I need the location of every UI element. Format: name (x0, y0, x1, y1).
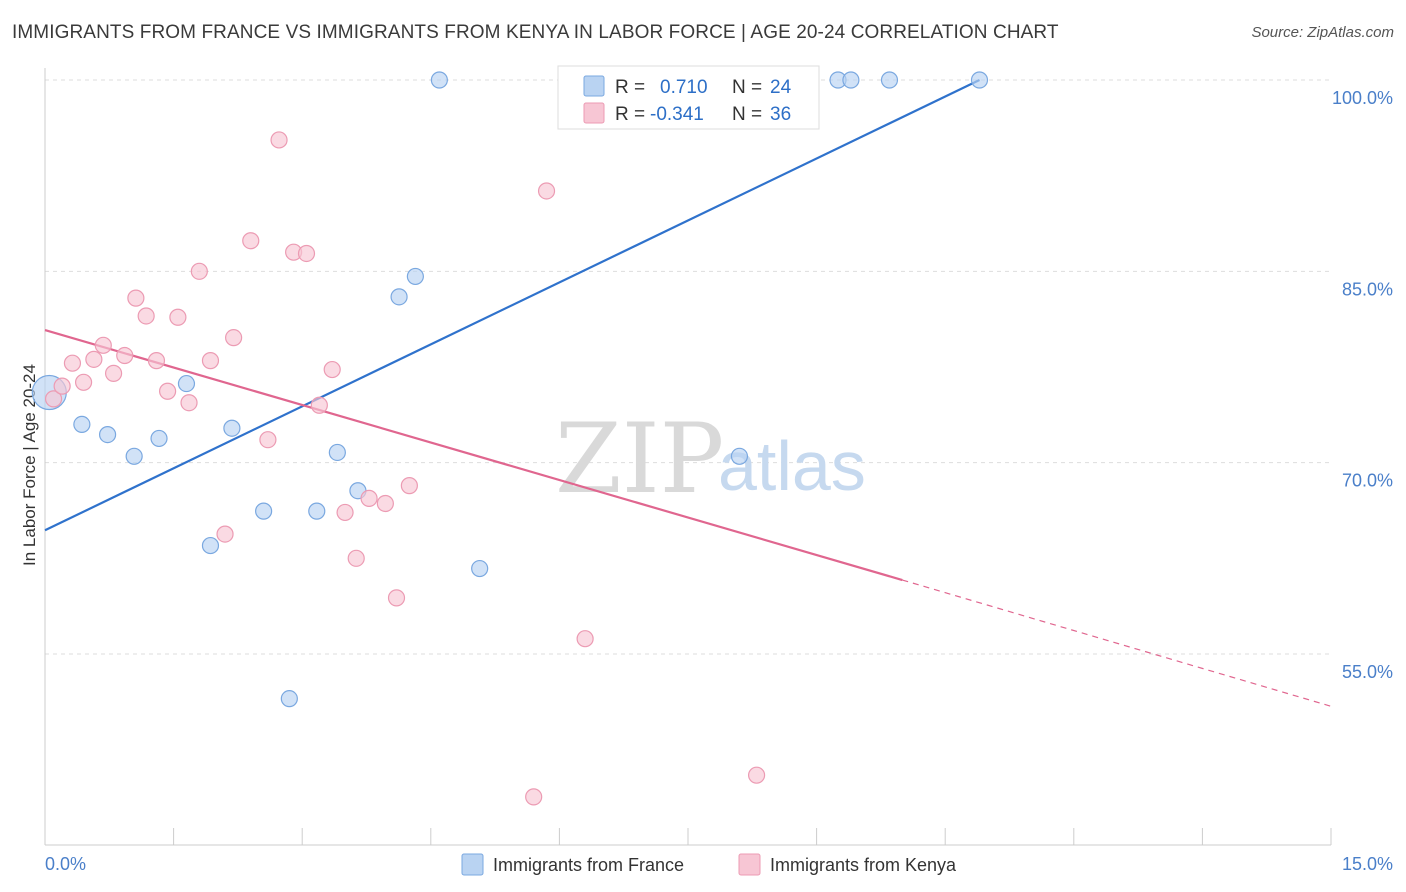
france-point (328, 443, 346, 462)
kenya-point (400, 477, 418, 495)
legend-france-n-value: 24 (770, 77, 792, 98)
france-point (255, 502, 273, 520)
france-point (880, 71, 899, 89)
france-point (125, 447, 143, 465)
kenya-point (387, 589, 406, 607)
legend-swatch-kenya (583, 102, 605, 124)
kenya-point (190, 262, 208, 280)
kenya-point (104, 364, 123, 382)
france-point (73, 415, 91, 433)
kenya-point (576, 630, 594, 648)
legend-swatch-france (583, 75, 605, 97)
legend-kenya-n-value: 36 (770, 104, 791, 125)
kenya-point (44, 390, 63, 408)
france-point (390, 288, 408, 306)
grid-lines (45, 79, 1331, 655)
kenya-point (63, 354, 82, 372)
kenya-point (158, 382, 177, 400)
legend-kenya-n-label: N = (732, 104, 762, 125)
kenya-point (297, 244, 316, 263)
france-point (406, 267, 424, 286)
y-tick-label-70: 70.0% (1342, 471, 1393, 491)
legend-kenya-r-value: -0.341 (650, 104, 704, 125)
scatter-points (31, 71, 989, 806)
kenya-point (180, 394, 198, 412)
kenya-point (310, 396, 328, 414)
france-point (280, 690, 298, 708)
france-point (177, 374, 196, 393)
source-label: Source: ZipAtlas.com (1251, 24, 1394, 41)
y-tick-label-55: 55.0% (1342, 662, 1393, 682)
france-point (430, 71, 448, 89)
trend-line-kenya-extension (902, 579, 1332, 707)
bottom-legend-swatch-france (461, 853, 484, 876)
y-tick-labels: 55.0% 70.0% 85.0% 100.0% (1332, 88, 1393, 682)
kenya-point (525, 788, 543, 806)
kenya-point (53, 377, 71, 395)
legend-france-r-label: R = (615, 77, 645, 98)
kenya-point (85, 350, 103, 368)
france-point (970, 71, 989, 89)
kenya-point (747, 766, 766, 784)
watermark: ZIP atlas (555, 403, 866, 515)
france-point (150, 429, 168, 448)
legend-box: R = 0.710 N = 24 R = -0.341 N = 36 (557, 65, 820, 130)
trend-line-france (44, 79, 980, 532)
france-point (223, 419, 241, 437)
kenya-point (116, 346, 134, 365)
x-tick-label-max: 15.0% (1342, 854, 1393, 874)
bottom-legend: Immigrants from France Immigrants from K… (461, 853, 957, 876)
legend-kenya-r-label: R = (615, 104, 645, 125)
kenya-point (336, 503, 354, 522)
legend-france-n-label: N = (732, 77, 762, 98)
kenya-point (127, 289, 145, 307)
kenya-point (94, 336, 112, 354)
kenya-point (360, 489, 378, 507)
trend-line-kenya (44, 328, 903, 582)
legend-france-r-value: 0.710 (660, 77, 708, 98)
france-point (201, 536, 220, 555)
x-ticks (173, 828, 1332, 845)
france-point (308, 502, 326, 520)
kenya-point (74, 373, 93, 391)
watermark-atlas: atlas (718, 427, 866, 505)
y-axis-label: In Labor Force | Age 20-24 (20, 364, 39, 566)
kenya-point (147, 352, 166, 370)
x-tick-label-min: 0.0% (45, 854, 86, 874)
kenya-point (259, 431, 277, 449)
kenya-point (216, 525, 234, 543)
watermark-zip: ZIP (555, 403, 724, 515)
france-point (842, 71, 860, 89)
kenya-point (137, 307, 155, 325)
kenya-point (323, 360, 341, 379)
bottom-legend-kenya: Immigrants from Kenya (770, 855, 957, 875)
kenya-point (201, 352, 220, 370)
y-tick-label-85: 85.0% (1342, 279, 1393, 299)
bottom-legend-swatch-kenya (738, 853, 761, 876)
trend-lines (44, 79, 1332, 707)
bottom-legend-france: Immigrants from France (493, 855, 684, 875)
kenya-point (242, 232, 260, 250)
france-point (98, 426, 117, 444)
france-point (471, 559, 489, 578)
kenya-point (347, 549, 365, 567)
kenya-point (225, 329, 243, 347)
kenya-point (169, 308, 187, 326)
chart-title: IMMIGRANTS FROM FRANCE VS IMMIGRANTS FRO… (12, 22, 1059, 43)
kenya-point (537, 182, 556, 200)
kenya-point (376, 494, 394, 513)
france-point (730, 447, 749, 465)
y-tick-label-100: 100.0% (1332, 88, 1393, 108)
kenya-point (270, 131, 288, 149)
